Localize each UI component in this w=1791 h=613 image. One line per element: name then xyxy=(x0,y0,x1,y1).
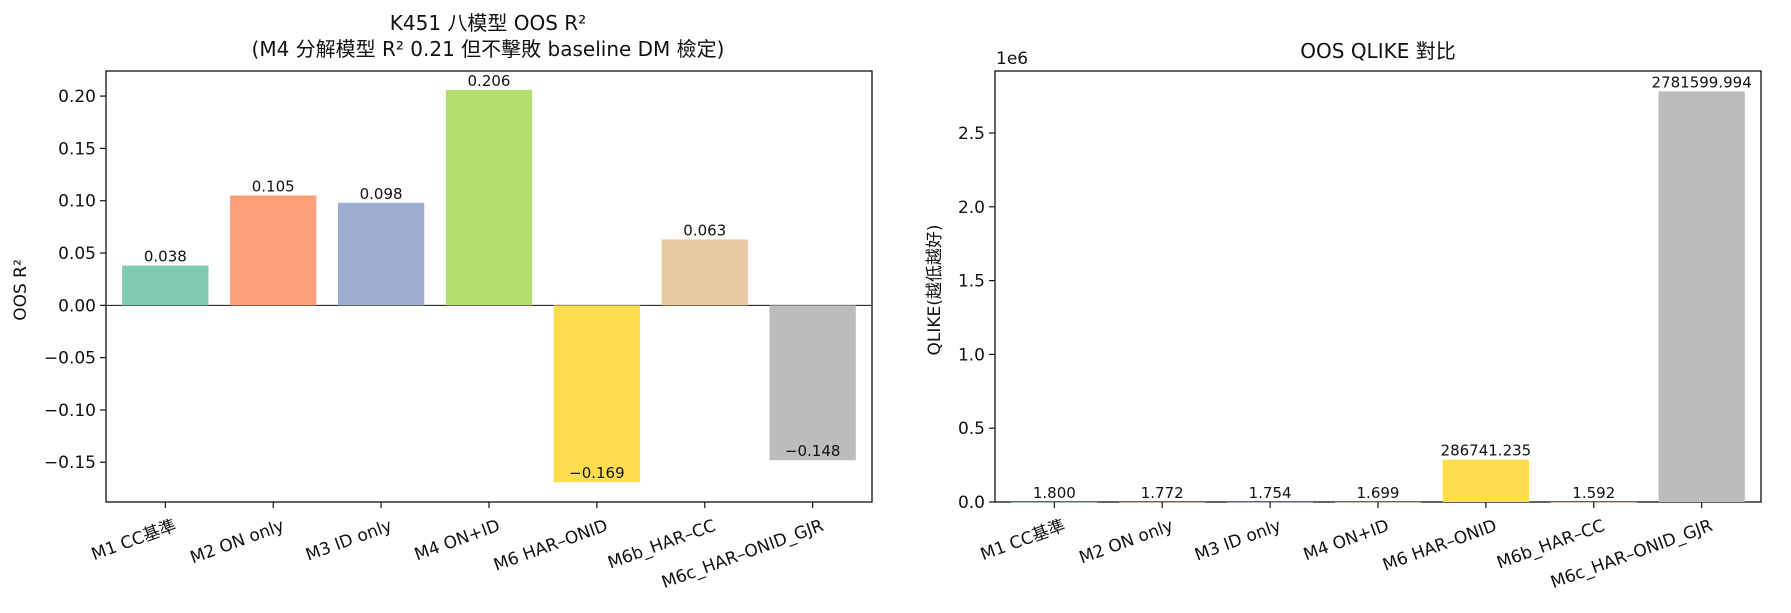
right-chart-ytick-label: 1.0 xyxy=(958,345,985,365)
right-chart-value-label: 286741.235 xyxy=(1441,442,1532,460)
right-chart-ylabel: QLIKE(越低越好) xyxy=(925,224,945,355)
right-chart-ytick-label: 2.5 xyxy=(958,124,985,144)
left-chart-xtick-label: M4 ON+ID xyxy=(412,516,503,565)
right-chart-ytick-label: 1.5 xyxy=(958,272,985,292)
right-chart-value-label: 2781599.994 xyxy=(1652,73,1752,91)
right-chart-offset-text: 1e6 xyxy=(996,49,1028,69)
right-chart-value-label: 1.772 xyxy=(1141,484,1184,502)
right-chart-bar xyxy=(1442,459,1530,502)
right-chart-ytick-label: 0.5 xyxy=(958,419,985,439)
left-chart-bar xyxy=(769,305,856,461)
left-chart-ytick-label: 0.10 xyxy=(58,192,96,212)
left-chart-bar xyxy=(661,239,748,306)
left-plot-area: 0.20 0.15 0.10 0.05 0.00 −0.05 −0.10 −0.15 0.038… xyxy=(44,70,873,593)
left-chart-ytick-label: 0.05 xyxy=(58,244,96,264)
left-chart-title-line2: (M4 分解模型 R² 0.21 但不擊敗 baseline DM 檢定) xyxy=(252,37,725,61)
right-chart-xtick-label: M2 ON only xyxy=(1077,516,1176,568)
right-chart-bar xyxy=(1658,91,1745,502)
left-chart-bar xyxy=(230,195,317,306)
left-chart-bar xyxy=(553,305,641,483)
right-plot-area: 0.0 0.5 1.0 1.5 2.0 2.5 1.800 1.772 1.754 1.699 28… xyxy=(958,70,1762,593)
left-chart-value-label: 0.098 xyxy=(360,185,403,203)
left-chart-bar xyxy=(337,202,425,306)
left-chart-value-label: 0.206 xyxy=(468,72,511,90)
right-chart-title: OOS QLIKE 對比 xyxy=(1300,39,1455,63)
right-chart-axes-frame xyxy=(994,70,1762,503)
left-chart-xtick-label: M1 CC基準 xyxy=(89,516,179,565)
right-chart-ytick-label: 2.0 xyxy=(958,198,985,218)
right-chart-ytick-label: 0.0 xyxy=(958,493,985,513)
left-chart-bar xyxy=(445,89,533,306)
right-chart-xtick-label: M4 ON+ID xyxy=(1301,516,1392,565)
left-chart-value-label: −0.169 xyxy=(569,464,625,482)
right-chart-value-label: 1.754 xyxy=(1249,484,1292,502)
left-chart-xtick-label: M3 ID only xyxy=(303,516,395,566)
right-chart-xtick-label: M6 HAR–ONID xyxy=(1380,516,1499,576)
right-chart-xtick-label: M3 ID only xyxy=(1192,516,1284,566)
left-chart-ytick-label: −0.10 xyxy=(44,401,96,421)
left-chart-xtick-label: M2 ON only xyxy=(188,516,287,568)
left-chart-value-label: 0.038 xyxy=(144,248,187,266)
left-chart-xtick-label: M6 HAR–ONID xyxy=(491,516,610,576)
left-chart-ytick-label: 0.00 xyxy=(58,296,96,316)
left-chart-ytick-label: −0.05 xyxy=(44,349,96,369)
left-chart-value-label: 0.063 xyxy=(683,221,726,239)
left-chart-value-label: 0.105 xyxy=(252,177,295,195)
left-chart-title-line1: K451 八模型 OOS R² xyxy=(390,11,586,35)
right-chart-value-label: 1.699 xyxy=(1357,484,1400,502)
left-chart-ytick-label: 0.15 xyxy=(58,139,96,159)
left-chart-bar xyxy=(122,265,209,306)
left-chart-ylabel: OOS R² xyxy=(11,259,31,321)
right-chart-value-label: 1.592 xyxy=(1572,484,1615,502)
right-chart-xtick-label: M1 CC基準 xyxy=(978,516,1068,565)
left-chart-ytick-label: −0.15 xyxy=(44,453,96,473)
left-chart-value-label: −0.148 xyxy=(785,442,841,460)
right-chart-value-label: 1.800 xyxy=(1033,484,1076,502)
left-chart-ytick-label: 0.20 xyxy=(58,87,96,107)
